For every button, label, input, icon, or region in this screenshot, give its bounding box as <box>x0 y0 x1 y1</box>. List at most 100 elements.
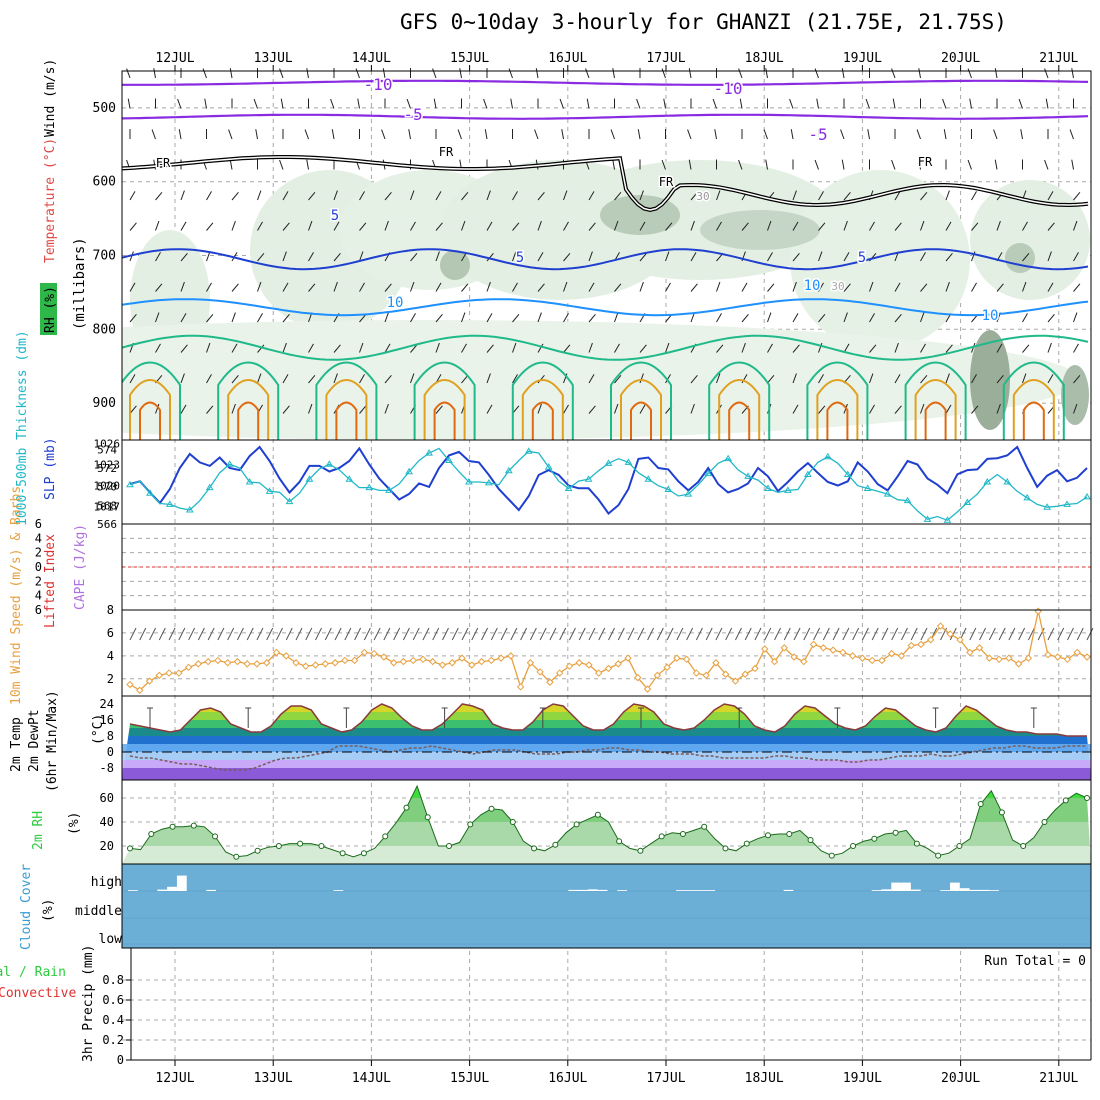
rh-marker <box>658 833 665 840</box>
wind-speed-marker <box>194 660 203 668</box>
rh-marker <box>275 843 282 849</box>
wind-barb-10m <box>1076 627 1084 641</box>
wind-barb-10m <box>725 627 733 641</box>
wind-speed-marker <box>292 659 300 667</box>
wind-barb <box>304 129 309 140</box>
contour-label: -5 <box>808 125 827 144</box>
rh-marker <box>637 847 644 854</box>
ylabel-wind10m: 10m Wind Speed (m/s) & Barbs <box>9 486 24 705</box>
wind-barb-10m <box>901 627 908 641</box>
rh-band <box>122 846 1091 864</box>
wind-barb <box>690 375 698 384</box>
wind-speed-marker <box>477 657 486 666</box>
contour-label: -10 <box>714 79 743 98</box>
pressure-tick: 600 <box>93 175 116 190</box>
cloud-bar <box>568 889 579 891</box>
li-tick: 6 <box>35 603 42 617</box>
wind-speed-marker <box>770 657 779 666</box>
wind-barb <box>716 190 721 201</box>
temp-band-cold <box>122 752 1091 760</box>
wind-barb <box>459 68 462 79</box>
wind-barb <box>892 98 896 109</box>
wind-barb <box>282 222 290 231</box>
wind-barb <box>306 68 309 79</box>
wind-barb-10m <box>334 627 342 641</box>
wind-barb-10m <box>920 627 928 641</box>
wind-speed-marker <box>663 663 671 672</box>
thickness-marker <box>365 483 374 491</box>
wind-barb <box>180 281 185 292</box>
rh-marker <box>977 801 984 807</box>
wind-barb-10m <box>461 627 469 641</box>
wind-barb <box>486 313 493 323</box>
wind-barb <box>741 314 749 323</box>
contour-arch-green <box>217 361 280 440</box>
wind-speed-marker <box>692 669 701 677</box>
wind-barb <box>330 98 335 109</box>
wind-speed-marker <box>946 630 954 638</box>
thickness-marker <box>923 515 932 522</box>
wind-barb-10m <box>608 627 615 641</box>
wind-barb <box>971 282 977 292</box>
wind-tick: 8 <box>107 603 114 617</box>
wind-barb-10m <box>1067 627 1074 641</box>
wind-speed-marker <box>487 656 496 665</box>
rh-marker <box>913 840 920 847</box>
wind-barb-10m <box>988 627 996 641</box>
wind-barb-10m <box>871 627 879 641</box>
thickness-marker <box>265 487 274 494</box>
thickness-marker <box>245 478 254 485</box>
wind-barb <box>1047 374 1054 384</box>
contour-arch-orange <box>129 379 171 440</box>
rh-marker <box>446 843 452 849</box>
thickness-marker <box>624 458 633 465</box>
wind-barb-10m <box>676 627 684 641</box>
wind-barb <box>257 221 263 231</box>
wind-barb <box>206 222 214 231</box>
wind-speed-marker <box>682 655 691 664</box>
wind-barb <box>1073 375 1081 384</box>
thickness-marker <box>445 456 453 464</box>
wind-speed-marker <box>1044 651 1052 659</box>
wind-barb <box>891 68 896 79</box>
wind-barb <box>916 129 921 140</box>
contour-arch-green <box>511 361 574 440</box>
wind-speed-marker <box>595 669 603 677</box>
wind-barb <box>614 403 619 414</box>
wind-barb-10m <box>852 627 860 641</box>
rh-shading <box>790 170 970 350</box>
temp-band <box>122 696 1091 704</box>
wind-speed-marker <box>731 677 740 685</box>
wind-barb <box>435 342 440 353</box>
temp-band <box>122 736 1091 744</box>
temp-band-cold <box>122 760 1091 768</box>
date-label-bottom: 19JUL <box>843 1071 882 1086</box>
wind-barb <box>843 220 848 231</box>
ylabel-cape: CAPE (J/kg) <box>73 524 88 610</box>
wind-barb <box>155 192 163 201</box>
wind-barb <box>1020 129 1023 140</box>
cloud-bar <box>989 890 999 891</box>
wind-barb <box>894 405 902 414</box>
wind-barb <box>231 283 239 292</box>
rh-shading <box>970 180 1090 300</box>
wind-barb <box>739 98 743 109</box>
rh-marker <box>1084 795 1090 801</box>
wind-barb-10m <box>744 627 752 641</box>
wind-speed-marker <box>438 661 447 669</box>
slp-tick: 1023 <box>94 459 121 472</box>
contour-arch-orange <box>816 379 859 440</box>
thickness-marker <box>744 472 752 479</box>
contour-arch-green <box>610 361 672 440</box>
thickness-marker <box>504 466 513 474</box>
wind-barb-10m <box>881 627 889 641</box>
wind-barb-10m <box>598 627 606 641</box>
wind-barb-10m <box>168 627 176 641</box>
wind-speed-marker <box>985 654 994 662</box>
slp-line <box>129 445 1088 515</box>
wind-barb <box>410 281 415 292</box>
wind-barb-10m <box>529 627 537 641</box>
wind-barb <box>282 282 289 292</box>
contour-arch-darkorange <box>237 401 260 440</box>
wind-barb <box>563 344 571 353</box>
